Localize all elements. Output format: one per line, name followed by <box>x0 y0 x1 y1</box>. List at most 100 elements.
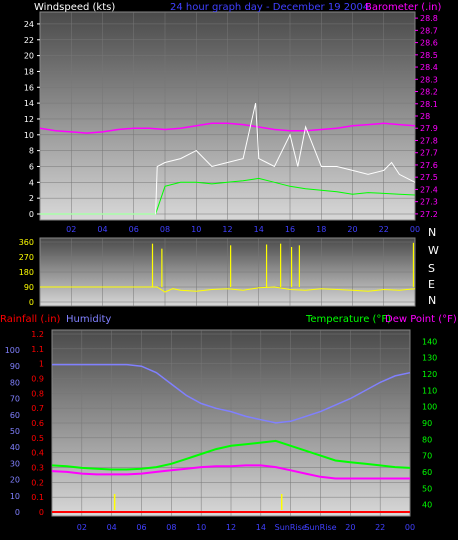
x-tick-label: 06 <box>129 225 139 234</box>
temp-tick-label: 50 <box>422 484 432 493</box>
direction-tick-label: 180 <box>19 268 34 277</box>
rain-tick-label: 0.3 <box>31 464 44 473</box>
wind-tick-label: 4 <box>29 178 34 187</box>
baro-tick-label: 27.4 <box>420 185 438 194</box>
x-tick-label: 08 <box>166 523 176 532</box>
compass-label: N <box>428 226 436 239</box>
wind-baro-series <box>39 102 416 215</box>
x-tick-label: 00 <box>405 523 415 532</box>
baro-tick-label: 28.2 <box>420 88 438 97</box>
wind-tick-label: 8 <box>29 147 34 156</box>
temp-humidity-series <box>51 363 411 513</box>
compass-label: S <box>428 262 435 275</box>
baro-tick-label: 27.9 <box>420 124 438 133</box>
compass-label: W <box>428 244 439 257</box>
x-tick-label: 12 <box>226 523 236 532</box>
baro-tick-label: 27.7 <box>420 149 438 158</box>
x-tick-label: 14 <box>256 523 266 532</box>
direction-tick-label: 360 <box>19 238 34 247</box>
humidity-axis-label: Humidity <box>66 314 111 325</box>
baro-axis-label: Barometer (.in) <box>365 2 441 13</box>
compass-label: N <box>428 294 436 307</box>
temp-tick-label: 120 <box>422 370 437 379</box>
temp-humidity-panel: Rainfall (.in) Humidity Temperature (°F)… <box>0 314 457 532</box>
x-tick-label: 22 <box>375 523 385 532</box>
rain-tick-label: 0 <box>39 508 44 517</box>
rain-tick-label: 0.6 <box>31 419 44 428</box>
wind-tick-label: 22 <box>24 36 34 45</box>
humidity-tick-label: 10 <box>10 492 20 501</box>
x-tick-label: 20 <box>347 225 357 234</box>
wind-gust-line <box>40 102 416 215</box>
x-tick-label: 02 <box>66 225 76 234</box>
humidity-tick-label: 80 <box>10 378 20 387</box>
humidity-tick-label: 50 <box>10 427 20 436</box>
x-tick-label: 04 <box>97 225 107 234</box>
humidity-tick-label: 100 <box>5 346 20 355</box>
rain-tick-label: 0.1 <box>31 493 44 502</box>
dewpoint-axis-label: Dew Point (°F) <box>385 314 457 325</box>
rain-tick-label: 1 <box>39 360 44 369</box>
direction-grid <box>40 238 416 306</box>
humidity-tick-label: 0 <box>15 508 20 517</box>
humidity-tick-label: 60 <box>10 411 20 420</box>
baro-tick-label: 27.8 <box>420 136 438 145</box>
x-tick-label: 14 <box>254 225 264 234</box>
temperature-line <box>51 439 411 471</box>
baro-tick-label: 27.2 <box>420 210 438 219</box>
wind-axis-label: Windspeed (kts) <box>34 2 115 13</box>
x-tick-label: 16 <box>285 225 295 234</box>
rain-tick-label: 1.2 <box>31 330 44 339</box>
temp-tick-label: 40 <box>422 501 432 510</box>
baro-tick-label: 28 <box>420 112 430 121</box>
wind-tick-label: 16 <box>24 83 34 92</box>
barometer-line <box>39 122 416 134</box>
humidity-tick-label: 20 <box>10 476 20 485</box>
rain-tick-label: 1.1 <box>31 345 44 354</box>
wind-tick-label: 24 <box>24 20 34 29</box>
rain-tick-label: 0.2 <box>31 478 44 487</box>
direction-tick-label: 90 <box>24 283 34 292</box>
humidity-tick-label: 40 <box>10 443 20 452</box>
rain-axis-label: Rainfall (.in) <box>0 314 61 325</box>
baro-tick-label: 28.6 <box>420 39 438 48</box>
baro-tick-label: 28.1 <box>420 100 438 109</box>
baro-y-axis: 27.2 27.3 27.4 27.5 27.6 27.7 27.8 27.9 28 28.1 28… <box>415 14 438 219</box>
x-tick-label: 20 <box>345 523 355 532</box>
wind-tick-label: 12 <box>24 115 34 124</box>
x-tick-label: 18 <box>316 225 326 234</box>
x-tick-label: 22 <box>379 225 389 234</box>
dewpoint-line <box>51 464 410 480</box>
wind-tick-label: 14 <box>24 99 34 108</box>
x-tick-label: 12 <box>222 225 232 234</box>
compass-label: E <box>428 278 435 291</box>
baro-tick-label: 27.6 <box>420 161 438 170</box>
temp-tick-label: 110 <box>422 386 437 395</box>
wind-tick-label: 0 <box>29 210 34 219</box>
rain-tick-label: 0.9 <box>31 375 44 384</box>
humidity-y-axis: 0 10 20 30 40 50 60 70 80 90 100 <box>5 346 20 517</box>
baro-tick-label: 27.5 <box>420 173 438 182</box>
temp-tick-label: 80 <box>422 435 432 444</box>
x-tick-label: 08 <box>160 225 170 234</box>
baro-tick-label: 28.4 <box>420 63 438 72</box>
wind-tick-label: 20 <box>24 52 34 61</box>
rain-tick-label: 0.5 <box>31 434 44 443</box>
humidity-line <box>52 363 411 424</box>
rain-tick-label: 0.4 <box>31 449 44 458</box>
rain-tick-label: 0.8 <box>31 389 44 398</box>
temp-tick-label: 90 <box>422 419 432 428</box>
baro-tick-label: 28.3 <box>420 75 438 84</box>
x-tick-label: 02 <box>77 523 87 532</box>
baro-tick-label: 27.3 <box>420 198 438 207</box>
x-tick-label: 00 <box>410 225 420 234</box>
x-tick-label: 04 <box>107 523 117 532</box>
wind-baro-x-axis: 02 04 06 08 10 12 14 16 18 20 22 00 <box>66 225 420 234</box>
wind-baro-panel: Windspeed (kts) 24 hour graph day - Dece… <box>24 2 442 234</box>
rain-y-axis: 0 0.1 0.2 0.3 0.4 0.5 0.6 0.7 0.8 0.9 1 1.1 1.2 <box>31 330 44 517</box>
direction-tick-label: 270 <box>19 253 34 262</box>
